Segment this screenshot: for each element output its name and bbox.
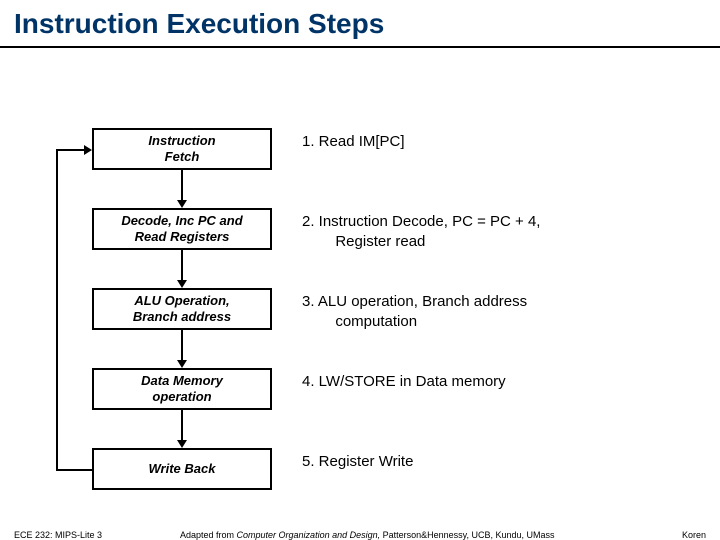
arrow-head-4 xyxy=(177,440,187,448)
arrow-line-1 xyxy=(181,170,183,200)
arrow-line-4 xyxy=(181,410,183,440)
feedback-arrow-head xyxy=(84,145,92,155)
step-box-3: ALU Operation, Branch address xyxy=(92,288,272,330)
footer-right: Koren xyxy=(682,530,706,540)
arrow-head-1 xyxy=(177,200,187,208)
arrow-line-3 xyxy=(181,330,183,360)
footer-mid-suffix: Patterson&Hennessy, UCB, Kundu, UMass xyxy=(383,530,555,540)
step-desc-1: 1. Read IM[PC] xyxy=(302,132,405,152)
step-box-2: Decode, Inc PC and Read Registers xyxy=(92,208,272,250)
step-box-1: Instruction Fetch xyxy=(92,128,272,170)
step-box-4: Data Memory operation xyxy=(92,368,272,410)
page-title: Instruction Execution Steps xyxy=(0,0,720,46)
step-desc-3: 3. ALU operation, Branch address computa… xyxy=(302,292,527,331)
footer-left: ECE 232: MIPS-Lite 3 xyxy=(14,530,102,540)
feedback-h-top xyxy=(56,149,84,151)
footer-mid: Adapted from Computer Organization and D… xyxy=(180,530,555,540)
step-desc-4: 4. LW/STORE in Data memory xyxy=(302,372,506,392)
footer-mid-prefix: Adapted from xyxy=(180,530,237,540)
feedback-h-bottom xyxy=(56,469,92,471)
arrow-line-2 xyxy=(181,250,183,280)
diagram-area: Instruction Fetch 1. Read IM[PC] Decode, I… xyxy=(0,48,720,488)
feedback-v xyxy=(56,149,58,471)
step-desc-2: 2. Instruction Decode, PC = PC + 4, Regi… xyxy=(302,212,540,251)
arrow-head-2 xyxy=(177,280,187,288)
footer-mid-ital: Computer Organization and Design, xyxy=(237,530,383,540)
arrow-head-3 xyxy=(177,360,187,368)
step-box-5: Write Back xyxy=(92,448,272,490)
step-desc-5: 5. Register Write xyxy=(302,452,413,472)
